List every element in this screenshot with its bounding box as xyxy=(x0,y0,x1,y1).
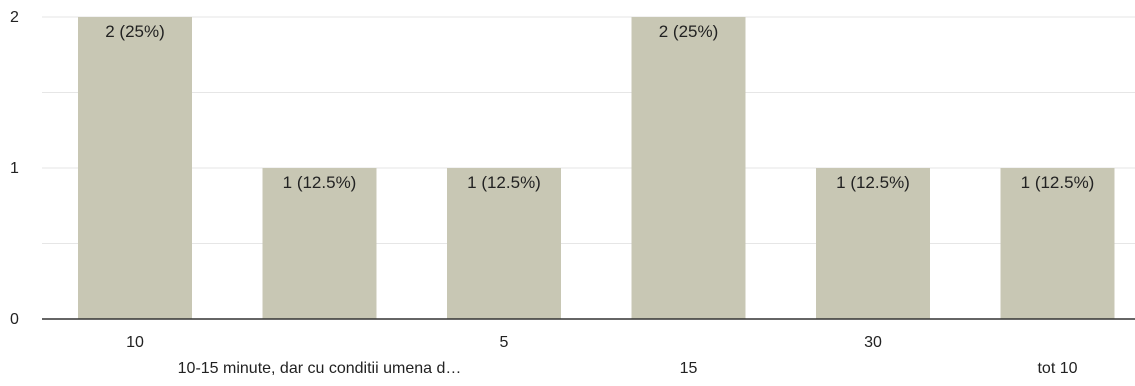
y-tick-label: 0 xyxy=(10,311,19,328)
x-axis-ticks: 10 10-15 minute, dar cu conditii umena d…… xyxy=(126,334,1078,377)
bars xyxy=(78,17,1115,319)
bar-data-label: 1 (12.5%) xyxy=(283,173,357,192)
y-tick-label: 1 xyxy=(10,160,19,177)
gridlines xyxy=(42,16,1135,244)
x-tick-label: 30 xyxy=(864,334,882,351)
bar xyxy=(631,17,746,319)
x-tick-label: 10-15 minute, dar cu conditii umena d… xyxy=(178,360,462,377)
x-tick-label: tot 10 xyxy=(1037,360,1077,377)
bar xyxy=(262,168,377,319)
x-tick-label: 15 xyxy=(680,360,698,377)
x-tick-label: 5 xyxy=(500,334,509,351)
y-tick-label: 2 xyxy=(10,9,19,26)
bar-data-label: 1 (12.5%) xyxy=(1021,173,1095,192)
bar xyxy=(816,168,930,319)
bar-data-label: 2 (25%) xyxy=(659,22,719,41)
bar-data-label: 1 (12.5%) xyxy=(836,173,910,192)
x-tick-label: 10 xyxy=(126,334,144,351)
data-labels: 2 (25%) 1 (12.5%) 1 (12.5%) 2 (25%) 1 (12.5%… xyxy=(105,22,1094,192)
bar xyxy=(1000,168,1115,319)
bar-data-label: 2 (25%) xyxy=(105,22,165,41)
bar-data-label: 1 (12.5%) xyxy=(467,173,541,192)
bar xyxy=(78,17,192,319)
y-axis-ticks: 0 1 2 xyxy=(10,9,19,328)
bar xyxy=(447,168,561,319)
